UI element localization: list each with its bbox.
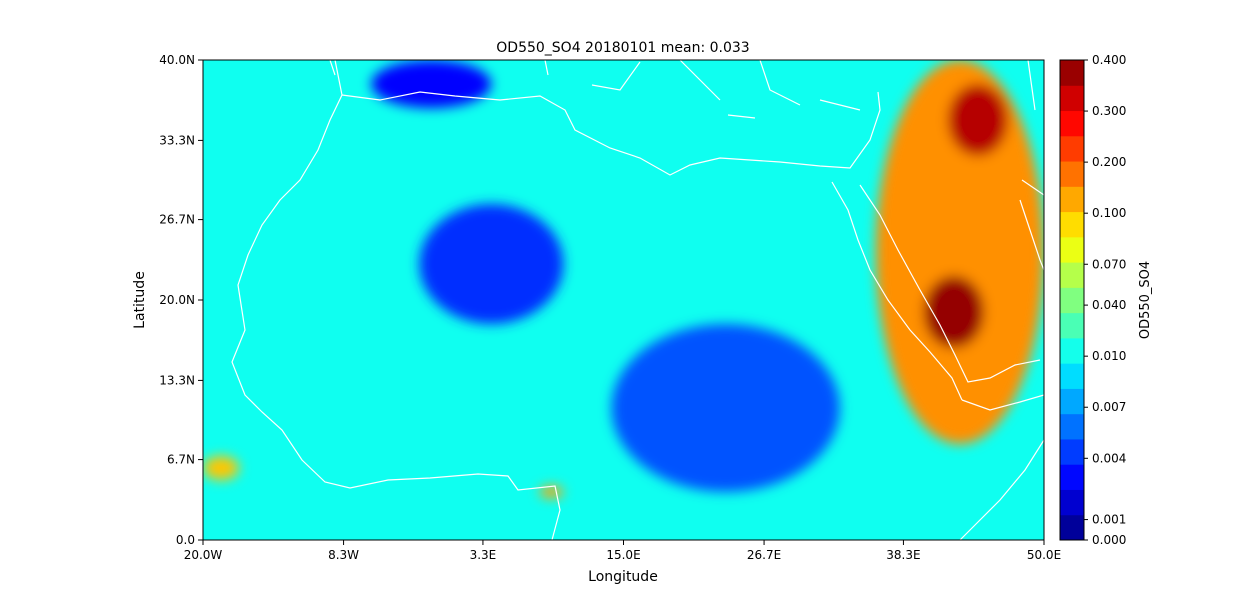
- y-tick-label: 20.0N: [159, 293, 195, 307]
- coastline-horn: [959, 439, 1044, 540]
- colorbar-segment: [1060, 438, 1084, 465]
- coastline-arabia-east: [1019, 199, 1044, 271]
- heatmap-region-4: [611, 324, 840, 492]
- x-tick-label: 3.3E: [470, 548, 497, 562]
- coastline-gulf-aden: [961, 394, 1044, 411]
- heatmap-region-1: [923, 276, 984, 348]
- coastline-europe: [329, 60, 1044, 196]
- colorbar: 0.000 0.001 0.004 0.007 0.010 0.040 0.070 0.100…: [1060, 53, 1126, 547]
- x-tick-label: 20.0W: [184, 548, 223, 562]
- coastlines: [231, 60, 1044, 540]
- colorbar-segment: [1060, 110, 1084, 137]
- colorbar-tick-label: 0.007: [1092, 400, 1126, 414]
- colorbar-tick-label: 0.400: [1092, 53, 1126, 67]
- x-tick-label: 50.0E: [1027, 548, 1061, 562]
- y-tick-label: 40.0N: [159, 53, 195, 67]
- coastline-red-sea-west: [831, 181, 963, 401]
- x-tick-label: 15.0E: [606, 548, 640, 562]
- colorbar-segment: [1060, 388, 1084, 415]
- colorbar-segment: [1060, 514, 1084, 541]
- heatmap-region-3: [419, 204, 564, 324]
- colorbar-segment: [1060, 135, 1084, 162]
- y-axis-title: Latitude: [132, 271, 148, 329]
- coastline-north-africa: [341, 91, 881, 176]
- colorbar-frame: [1059, 59, 1085, 541]
- colorbar-segment: [1060, 60, 1084, 86]
- colorbar-segment: [1060, 85, 1084, 112]
- colorbar-tick-label: 0.070: [1092, 257, 1126, 271]
- coastline-west-africa: [231, 60, 561, 540]
- colorbar-segment: [1060, 312, 1084, 339]
- coastline-arabia-west: [859, 184, 1041, 383]
- y-axis: 0.0 6.7N 13.3N 20.0N 26.7N 33.3N 40.0N: [159, 53, 203, 547]
- colorbar-tick-label: 0.010: [1092, 349, 1126, 363]
- colorbar-tick-label: 0.004: [1092, 451, 1126, 465]
- colorbar-segment: [1060, 262, 1084, 288]
- colorbar-tick-label: 0.000: [1092, 533, 1126, 547]
- chart-title: OD550_SO4 20180101 mean: 0.033: [496, 40, 749, 56]
- heatmap-area: [203, 60, 1044, 540]
- y-tick-label: 33.3N: [159, 133, 195, 147]
- colorbar-segment: [1060, 236, 1084, 263]
- colorbar-segment: [1060, 211, 1084, 238]
- colorbar-tick-label: 0.200: [1092, 155, 1126, 169]
- colorbar-segment: [1060, 413, 1084, 440]
- colorbar-tick-label: 0.300: [1092, 104, 1126, 118]
- heatmap-region-5: [371, 60, 492, 108]
- heatmap-region-0: [875, 60, 1044, 444]
- heatmap-region-2: [947, 84, 1008, 156]
- colorbar-segment: [1060, 337, 1084, 364]
- x-axis: 20.0W 8.3W 3.3E 15.0E 26.7E 38.3E 50.0E: [184, 540, 1061, 562]
- y-tick-label: 6.7N: [167, 453, 195, 467]
- colorbar-segment: [1060, 161, 1084, 187]
- x-tick-label: 38.3E: [886, 548, 920, 562]
- y-tick-label: 13.3N: [159, 373, 195, 387]
- x-tick-label: 26.7E: [747, 548, 781, 562]
- colorbar-segment: [1060, 363, 1084, 389]
- colorbar-segment: [1060, 489, 1084, 516]
- colorbar-tick-label: 0.100: [1092, 206, 1126, 220]
- y-tick-label: 26.7N: [159, 213, 195, 227]
- y-tick-label: 0.0: [176, 533, 195, 547]
- colorbar-tick-label: 0.001: [1092, 513, 1126, 527]
- x-tick-label: 8.3W: [328, 548, 359, 562]
- colorbar-label: OD550_SO4: [1138, 261, 1153, 339]
- heatmap-region-6: [203, 456, 240, 480]
- colorbar-segment: [1060, 186, 1084, 213]
- colorbar-tick-label: 0.040: [1092, 298, 1126, 312]
- colorbar-segment: [1060, 287, 1084, 314]
- colorbar-segment: [1060, 464, 1084, 490]
- x-axis-title: Longitude: [588, 569, 658, 585]
